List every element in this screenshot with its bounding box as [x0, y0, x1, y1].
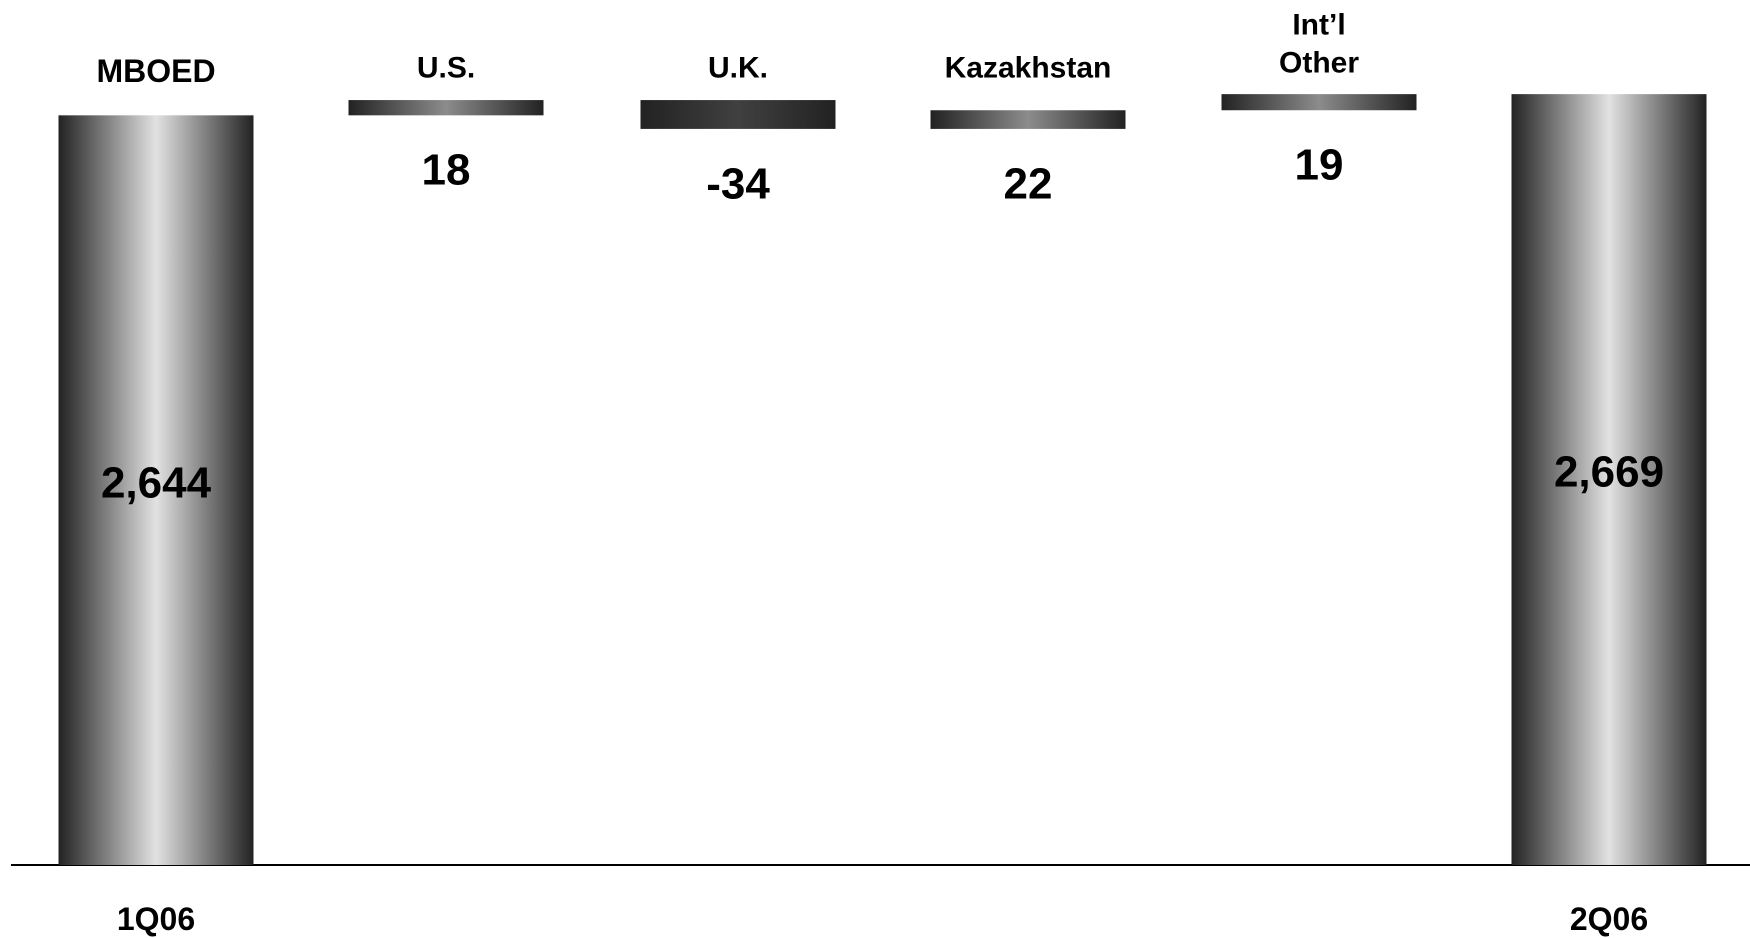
- bar: [58, 115, 254, 866]
- y-axis-label: MBOED: [96, 53, 216, 89]
- category-label: U.S.: [416, 51, 476, 85]
- value-label: 2,669: [1553, 447, 1665, 497]
- bar: [348, 100, 544, 116]
- value-label: 19: [1294, 140, 1344, 190]
- x-tick-label: 1Q06: [116, 901, 196, 937]
- x-tick-label: 2Q06: [1569, 901, 1649, 937]
- category-label: U.K.: [708, 51, 768, 85]
- value-label: -34: [706, 159, 770, 209]
- bar: [640, 100, 836, 129]
- value-label: 22: [1003, 159, 1053, 209]
- category-label: Int’l Other: [1278, 8, 1360, 80]
- value-label: 2,644: [100, 458, 212, 508]
- category-label: Kazakhstan: [944, 51, 1112, 85]
- bar: [930, 110, 1126, 129]
- bar: [1221, 94, 1417, 111]
- bar: [1511, 94, 1707, 866]
- value-label: 18: [421, 145, 471, 195]
